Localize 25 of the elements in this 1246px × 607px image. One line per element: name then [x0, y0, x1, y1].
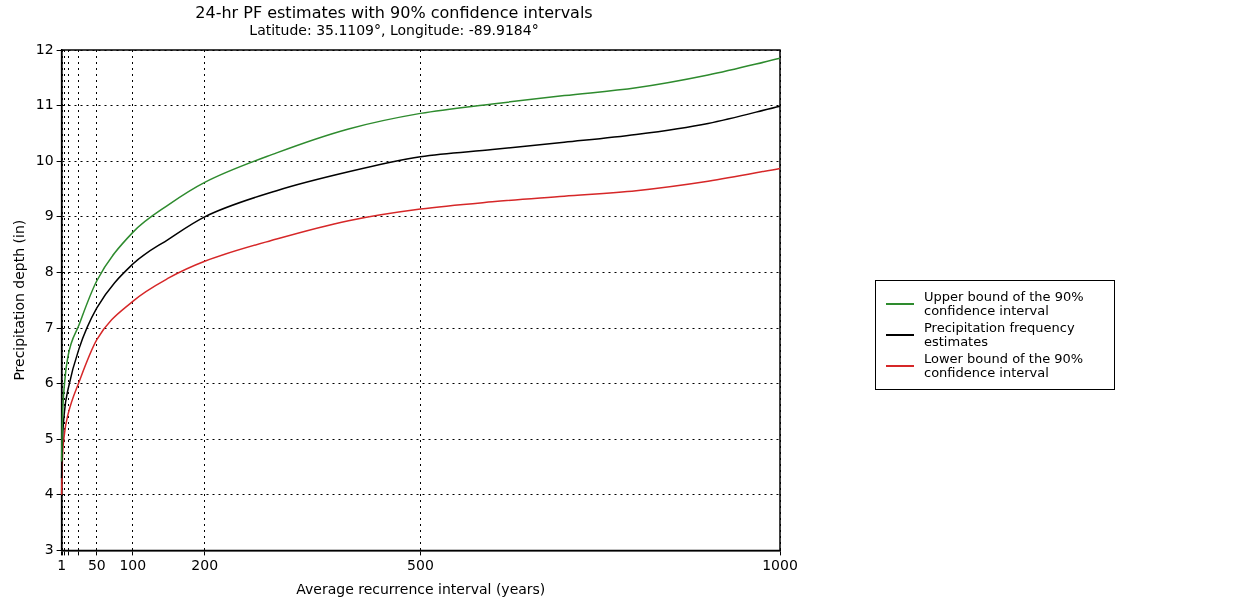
y-tick-label: 11 [35, 96, 54, 113]
chart-subtitle: Latitude: 35.1109°, Longitude: -89.9184° [249, 22, 539, 39]
y-tick-label: 8 [44, 263, 54, 280]
line-series [60, 57, 781, 463]
x-tick-label: 1000 [762, 557, 798, 574]
y-tick-label: 6 [44, 374, 54, 391]
x-axis-title: Average recurrence interval (years) [296, 581, 546, 598]
legend-label: Upper bound of the 90% confidence interval [924, 289, 1085, 318]
legend-label: Precipitation frequency estimates [924, 320, 1076, 349]
legend-label: Lower bound of the 90% confidence interval [924, 351, 1085, 380]
x-tick-label: 200 [191, 557, 219, 574]
x-tick-label: 500 [407, 557, 434, 574]
x-tick-label: 50 [87, 557, 106, 574]
y-tick-label: 12 [35, 40, 54, 57]
y-tick-label: 9 [44, 207, 54, 224]
y-axis-title: Precipitation depth (in) [11, 219, 28, 381]
chart-title: 24-hr PF estimates with 90% confidence intervals [195, 2, 593, 22]
y-tick-label: 4 [44, 485, 54, 502]
line-series [60, 167, 781, 496]
y-tick-label: 5 [44, 429, 54, 446]
y-tick-label: 10 [35, 151, 54, 168]
y-tick-label: 3 [44, 541, 54, 558]
x-tick-label: 1 [57, 557, 67, 574]
x-tick-label: 100 [119, 557, 147, 574]
y-tick-label: 7 [44, 318, 54, 335]
